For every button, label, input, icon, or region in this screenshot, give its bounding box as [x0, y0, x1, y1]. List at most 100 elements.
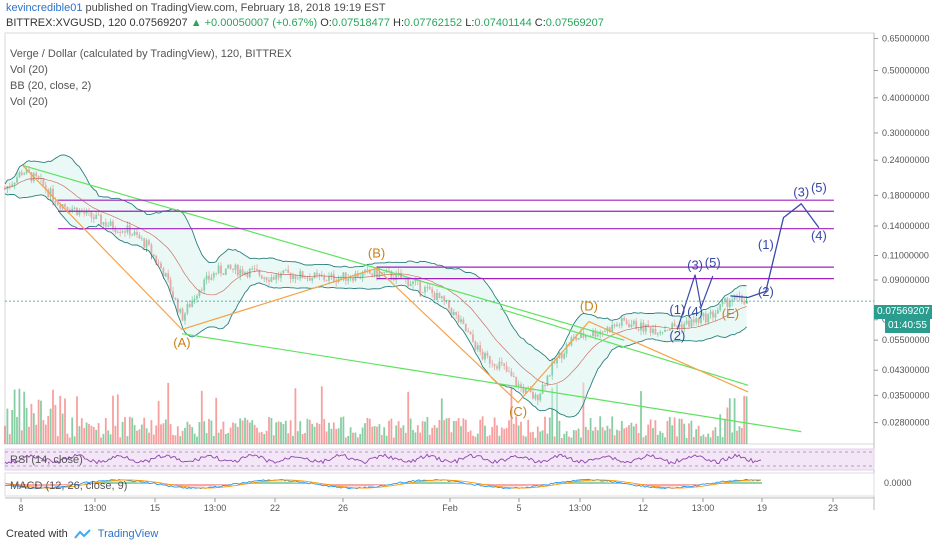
rsi-label: RSI (14, close) — [10, 454, 83, 466]
volume-bar — [407, 391, 410, 444]
volume-bar — [503, 428, 506, 444]
volume-bar — [539, 431, 542, 444]
x-tick-label: 19 — [757, 503, 767, 513]
volume-bar — [599, 416, 602, 444]
legend-vol-2: Vol (20) — [10, 96, 48, 108]
volume-bar — [335, 429, 338, 444]
volume-bar — [695, 429, 698, 444]
wave-label: (E) — [722, 306, 739, 321]
volume-bar — [484, 425, 486, 444]
volume-bar — [678, 418, 681, 444]
volume-bar — [198, 422, 201, 444]
volume-bar — [361, 427, 364, 444]
volume-bar — [428, 434, 431, 444]
author-link[interactable]: kevincredible01 — [6, 2, 83, 14]
volume-bar — [493, 417, 496, 444]
volume-bar — [59, 395, 62, 444]
volume-bar — [13, 389, 16, 444]
volume-bar — [556, 384, 558, 444]
volume-bar — [289, 420, 292, 444]
x-tick-label: 13:00 — [84, 503, 107, 513]
volume-bar — [174, 435, 177, 444]
volume-bar — [565, 431, 568, 444]
y-tick-label: 0.11000000 — [882, 250, 929, 260]
volume-bar — [570, 437, 573, 444]
chart-title: Verge / Dollar (calculated by TradingVie… — [10, 48, 292, 60]
volume-bar — [584, 426, 587, 444]
volume-bar — [220, 429, 222, 444]
volume-bar — [436, 427, 438, 444]
volume-bar — [632, 426, 635, 444]
publish-line: kevincredible01 published on TradingView… — [6, 2, 386, 14]
volume-bar — [145, 428, 148, 444]
trendline — [22, 164, 625, 341]
volume-bar — [743, 395, 746, 444]
volume-bar — [421, 421, 424, 444]
volume-bar — [140, 424, 143, 444]
volume-bar — [316, 422, 318, 444]
volume-bar — [392, 437, 395, 444]
volume-bar — [376, 426, 378, 444]
volume-bar — [652, 428, 654, 444]
volume-bar — [604, 430, 606, 444]
volume-bar — [409, 418, 412, 444]
volume-bar — [582, 382, 585, 444]
volume-bar — [661, 432, 664, 444]
volume-bar — [85, 422, 88, 444]
indicator-panes — [4, 448, 875, 497]
price-change: ▲ +0.00050007 (+0.67%) — [190, 17, 318, 29]
volume-bar — [157, 400, 160, 444]
volume-bar — [184, 427, 186, 444]
volume-bar — [258, 432, 261, 444]
volume-bar — [443, 420, 446, 444]
y-axis: 0.65000000 0.50000000 0.40000000 0.30000000… — [874, 34, 930, 428]
x-tick-label: 23 — [828, 503, 838, 513]
tradingview-link[interactable]: TradingView — [97, 528, 159, 540]
volume-bar — [404, 432, 407, 444]
y-tick-label: 0.18000000 — [882, 190, 930, 200]
volume-bar — [76, 396, 78, 444]
volume-bar — [172, 434, 174, 444]
wave-label: (A) — [173, 335, 190, 350]
volume-bar — [541, 430, 544, 444]
volume-bar — [395, 425, 398, 444]
bb-basis — [4, 178, 747, 385]
projected-wave — [730, 202, 820, 299]
volume-bar — [109, 434, 112, 444]
volume-bar — [251, 420, 254, 444]
bb-upper — [4, 154, 747, 362]
volume-bar — [500, 427, 503, 444]
volume-bar — [707, 433, 710, 444]
volume-bar — [644, 435, 647, 444]
volume-bar — [100, 437, 102, 444]
volume-bar — [124, 417, 126, 444]
volume-bar — [736, 430, 738, 444]
volume-bar — [623, 428, 626, 444]
volume-bar — [745, 396, 748, 444]
volume-bar — [433, 425, 436, 444]
volume-bar — [515, 416, 518, 444]
volume-bar — [671, 425, 674, 444]
volume-bar — [205, 432, 208, 444]
volume-bar — [52, 389, 54, 444]
y-tick-label: 0.09000000 — [882, 275, 930, 285]
ohlc-line: BITTREX:XVGUSD, 120 0.07569207 ▲ +0.0005… — [6, 17, 604, 29]
symbol-label: BITTREX:XVGUSD, 120 — [6, 17, 127, 29]
volume-bar — [666, 420, 669, 444]
volume-bar — [524, 436, 527, 444]
volume-bar — [114, 425, 117, 444]
y-tick-label: 0.03500000 — [882, 390, 930, 400]
x-tick-label: 13:00 — [569, 503, 592, 513]
volume-bar — [294, 388, 297, 444]
volume-bar — [162, 423, 165, 444]
volume-bar — [11, 409, 14, 444]
volume-bar — [246, 419, 249, 444]
volume-bar — [42, 420, 45, 444]
volume-bar — [107, 430, 110, 444]
close-value: 0.07569207 — [545, 17, 604, 29]
volume-bar — [416, 425, 419, 444]
volume-bar — [88, 424, 90, 444]
volume-bar — [635, 423, 638, 444]
volume-bar — [450, 432, 453, 444]
